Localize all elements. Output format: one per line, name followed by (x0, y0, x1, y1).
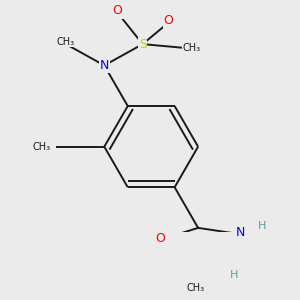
Text: CH₃: CH₃ (183, 44, 201, 53)
Text: O: O (155, 232, 165, 245)
Text: O: O (112, 4, 122, 16)
Text: S: S (139, 38, 147, 51)
Text: CH₃: CH₃ (57, 37, 75, 47)
Text: N: N (236, 226, 245, 238)
Text: CH₃: CH₃ (186, 283, 205, 292)
Text: H: H (230, 270, 238, 280)
Text: H: H (258, 221, 266, 231)
Text: O: O (163, 14, 173, 27)
Text: N: N (100, 59, 109, 72)
Text: CH₃: CH₃ (33, 142, 51, 152)
